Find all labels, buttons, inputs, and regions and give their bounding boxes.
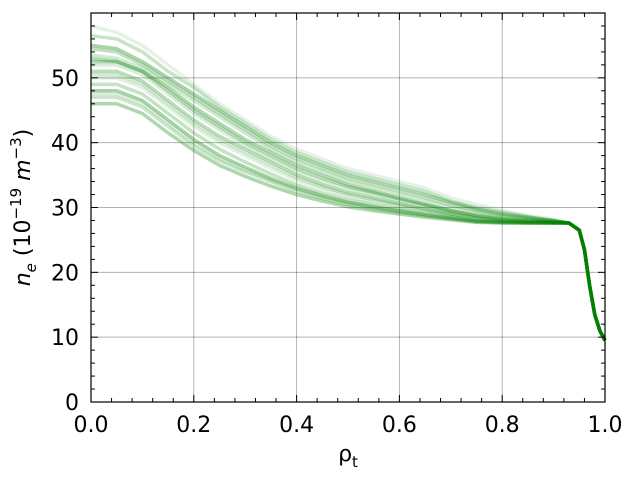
- x-tick-label: 1.0: [588, 413, 623, 438]
- series-line: [91, 92, 607, 342]
- x-tick-label: 0.4: [279, 413, 314, 438]
- series-line: [91, 76, 607, 342]
- series-line: [90, 53, 607, 342]
- x-tick-labels: 0.0 0.2 0.4 0.6 0.8 1.0: [74, 413, 623, 438]
- y-tick-label: 0: [65, 391, 79, 416]
- series-line: [91, 72, 607, 342]
- x-tick-label: 0.2: [176, 413, 211, 438]
- series-line: [91, 59, 607, 342]
- series-line: [91, 95, 607, 342]
- y-tick-label: 30: [51, 197, 79, 222]
- series-group: [90, 24, 607, 342]
- series-line: [91, 89, 607, 342]
- series-line: [90, 43, 607, 342]
- series-line: [90, 24, 607, 342]
- series-line: [90, 33, 607, 342]
- axis-ticks: [90, 12, 606, 403]
- y-axis-label: ne (10−19 m−3): [7, 129, 40, 287]
- y-tick-labels: 0 10 20 30 40 50: [51, 67, 79, 416]
- series-line: [91, 63, 607, 342]
- x-tick-label: 0.8: [485, 413, 520, 438]
- x-axis-label: ρt: [338, 442, 358, 471]
- series-line: [91, 82, 607, 342]
- y-tick-label: 20: [51, 261, 79, 286]
- series-line: [90, 46, 607, 342]
- x-tick-label: 0.0: [74, 413, 109, 438]
- y-tick-label: 10: [51, 326, 79, 351]
- y-tick-label: 50: [51, 67, 79, 92]
- y-tick-label: 40: [51, 132, 79, 157]
- x-tick-label: 0.6: [382, 413, 417, 438]
- series-line: [91, 102, 607, 342]
- series-line: [90, 56, 607, 342]
- series-line: [91, 69, 607, 342]
